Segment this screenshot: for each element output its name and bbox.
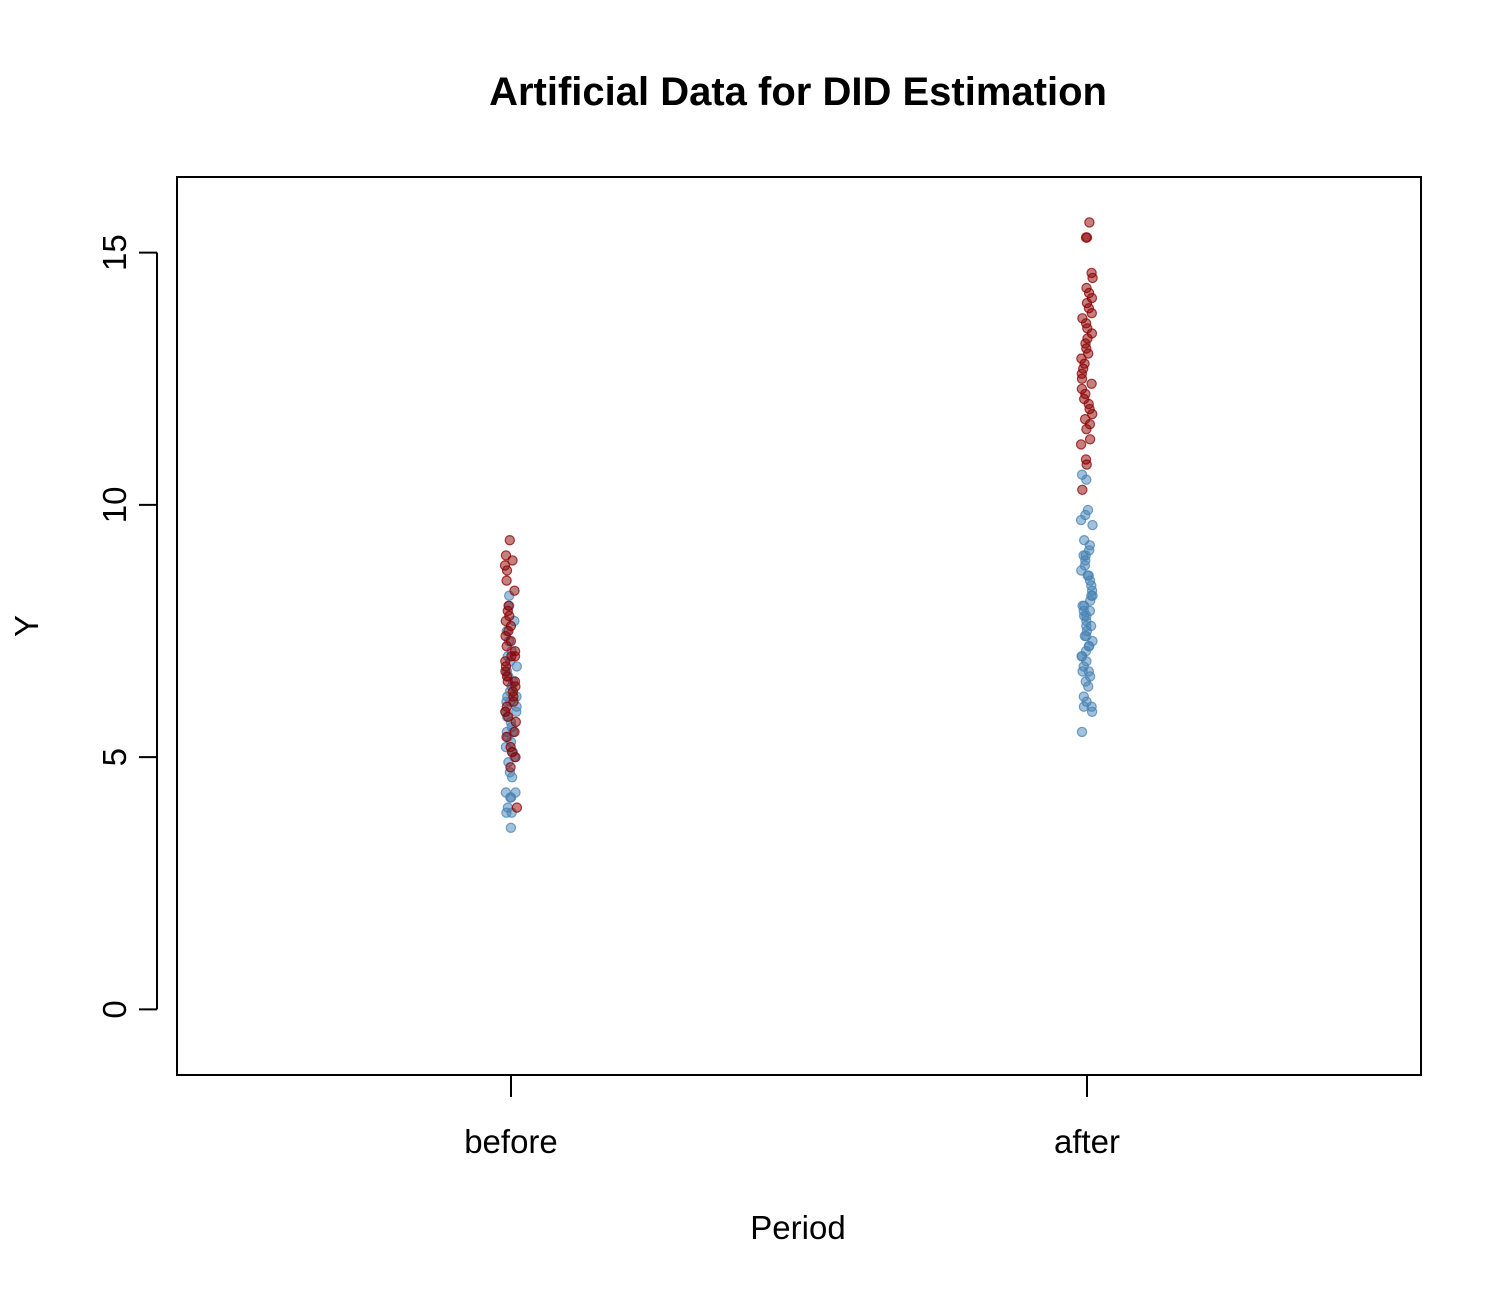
data-point-control bbox=[1076, 726, 1088, 738]
y-tick-label: 10 bbox=[96, 487, 133, 524]
y-axis-label: Y bbox=[8, 615, 45, 637]
data-point-treatment bbox=[500, 550, 512, 561]
data-point-control bbox=[1076, 469, 1088, 480]
y-tick-label: 0 bbox=[96, 1000, 133, 1018]
data-point-treatment bbox=[1076, 353, 1087, 364]
plot-frame bbox=[176, 176, 1422, 1076]
data-point-treatment bbox=[1075, 439, 1087, 450]
x-axis: before after bbox=[464, 1074, 1120, 1160]
data-point-treatment bbox=[505, 741, 516, 753]
data-point-treatment bbox=[1076, 383, 1088, 395]
data-point-treatment bbox=[1079, 414, 1091, 425]
data-point-control bbox=[510, 787, 521, 798]
data-point-treatment bbox=[509, 676, 521, 687]
data-point-treatment bbox=[499, 560, 511, 571]
data-point-treatment bbox=[509, 646, 521, 657]
data-points bbox=[499, 217, 1098, 834]
x-axis-label: Period bbox=[750, 1209, 845, 1246]
x-tick-label: after bbox=[1054, 1123, 1120, 1160]
y-tick-label: 5 bbox=[96, 748, 133, 766]
data-point-treatment bbox=[1084, 434, 1096, 445]
y-tick-label: 15 bbox=[96, 234, 133, 271]
data-point-control bbox=[500, 787, 512, 798]
data-point-treatment bbox=[505, 762, 516, 773]
data-point-treatment bbox=[503, 600, 514, 612]
data-point-treatment bbox=[1086, 378, 1097, 389]
data-point-control bbox=[1078, 691, 1090, 702]
data-point-control bbox=[1087, 519, 1098, 531]
data-point-treatment bbox=[501, 731, 512, 743]
data-point-treatment bbox=[1077, 484, 1088, 495]
chart-title: Artificial Data for DID Estimation bbox=[489, 70, 1107, 114]
data-point-treatment bbox=[509, 585, 520, 596]
data-point-treatment bbox=[1084, 217, 1095, 228]
data-point-control bbox=[1082, 504, 1094, 516]
data-point-treatment bbox=[1081, 282, 1092, 294]
data-point-treatment bbox=[511, 802, 523, 813]
data-point-treatment bbox=[1081, 232, 1093, 243]
data-point-treatment bbox=[504, 535, 515, 546]
data-point-treatment bbox=[510, 716, 521, 728]
x-tick-label: before bbox=[464, 1123, 558, 1160]
data-point-control bbox=[1078, 535, 1090, 546]
data-point-treatment bbox=[501, 575, 512, 586]
y-axis: 0 5 10 15 bbox=[96, 234, 158, 1019]
data-point-control bbox=[502, 802, 514, 813]
data-point-treatment bbox=[1086, 267, 1097, 279]
data-point-treatment bbox=[1077, 313, 1088, 324]
data-point-control bbox=[505, 822, 517, 834]
data-point-treatment bbox=[509, 726, 520, 738]
data-point-treatment bbox=[1080, 454, 1092, 465]
